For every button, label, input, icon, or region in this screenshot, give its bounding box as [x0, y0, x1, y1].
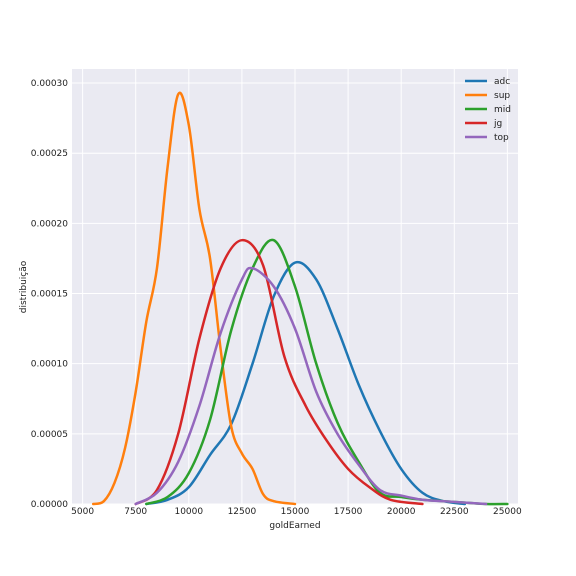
legend-label-sup: sup [494, 91, 510, 101]
series-lines [91, 91, 509, 506]
legend: adc sup mid jg top [465, 77, 511, 143]
x-tick-label: 20000 [387, 507, 416, 517]
x-tick-label: 7500 [124, 507, 147, 517]
x-tick-label: 5000 [71, 507, 94, 517]
x-tick-labels: 5000 7500 10000 12500 15000 17500 20000 22500 25… [71, 507, 522, 517]
y-tick-label: 0.00005 [31, 430, 68, 440]
series-line-jg [134, 238, 424, 506]
x-tick-label: 17500 [334, 507, 363, 517]
x-axis-label: goldEarned [269, 521, 320, 531]
legend-label-mid: mid [494, 105, 511, 115]
x-tick-label: 15000 [281, 507, 310, 517]
series-line-top [134, 266, 488, 506]
x-tick-label: 12500 [228, 507, 257, 517]
y-tick-label: 0.00000 [31, 500, 68, 510]
y-tick-label: 0.00015 [31, 290, 68, 300]
y-tick-label: 0.00010 [31, 360, 68, 370]
x-tick-label: 22500 [440, 507, 469, 517]
x-tick-label: 25000 [493, 507, 522, 517]
series-line-sup [91, 91, 297, 506]
y-tick-label: 0.00020 [31, 219, 68, 229]
y-axis-label: distribuição [19, 260, 29, 313]
y-tick-label: 0.00025 [31, 149, 68, 159]
legend-label-top: top [494, 133, 509, 143]
series-line-adc [145, 260, 467, 506]
y-tick-labels: 0.00000 0.00005 0.00010 0.00015 0.00020 0.000… [31, 79, 68, 510]
legend-label-adc: adc [494, 77, 510, 87]
y-tick-label: 0.00030 [31, 79, 68, 89]
x-tick-label: 10000 [174, 507, 203, 517]
legend-label-jg: jg [493, 119, 502, 129]
